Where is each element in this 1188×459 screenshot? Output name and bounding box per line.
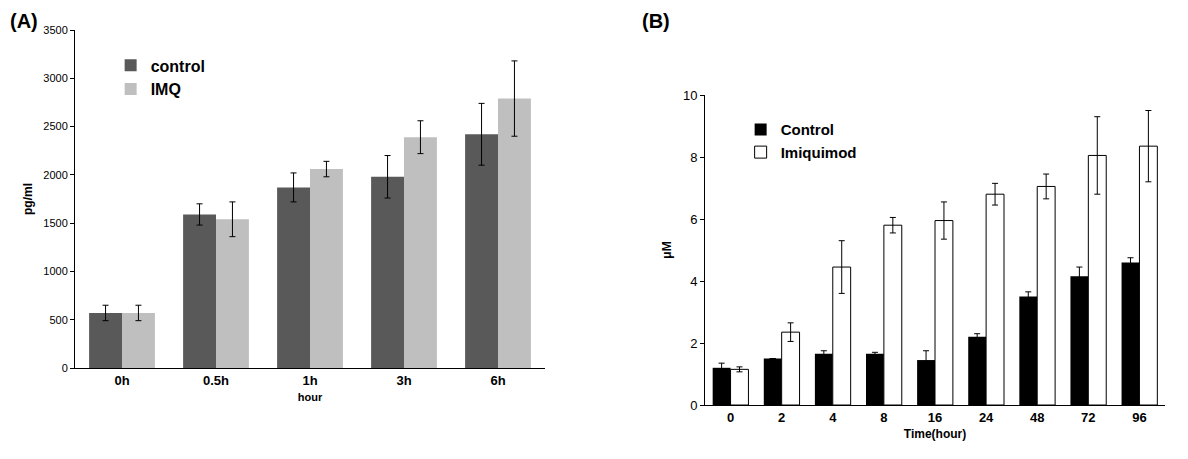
svg-text:3000: 3000 bbox=[43, 72, 67, 84]
svg-text:8: 8 bbox=[690, 150, 697, 165]
svg-text:1h: 1h bbox=[302, 373, 317, 388]
svg-text:μM: μM bbox=[660, 241, 674, 258]
svg-text:Time(hour): Time(hour) bbox=[904, 427, 966, 441]
svg-text:24: 24 bbox=[979, 410, 994, 425]
svg-text:6: 6 bbox=[690, 212, 697, 227]
svg-text:96: 96 bbox=[1132, 410, 1146, 425]
svg-text:3500: 3500 bbox=[43, 24, 67, 36]
svg-text:control: control bbox=[151, 58, 205, 75]
svg-text:0: 0 bbox=[62, 362, 68, 374]
svg-text:1500: 1500 bbox=[43, 217, 67, 229]
svg-text:1000: 1000 bbox=[43, 265, 67, 277]
svg-text:72: 72 bbox=[1081, 410, 1095, 425]
svg-text:8: 8 bbox=[880, 410, 887, 425]
svg-text:Control: Control bbox=[781, 121, 834, 138]
svg-text:0: 0 bbox=[727, 410, 734, 425]
svg-text:500: 500 bbox=[49, 314, 67, 326]
svg-text:48: 48 bbox=[1030, 410, 1044, 425]
svg-text:0.5h: 0.5h bbox=[203, 373, 229, 388]
svg-text:10: 10 bbox=[683, 88, 697, 103]
svg-text:2500: 2500 bbox=[43, 120, 67, 132]
svg-text:Imiquimod: Imiquimod bbox=[781, 144, 857, 161]
svg-text:6h: 6h bbox=[490, 373, 505, 388]
svg-text:0: 0 bbox=[690, 398, 697, 413]
svg-text:(B): (B) bbox=[642, 10, 670, 32]
svg-text:(A): (A) bbox=[10, 10, 38, 32]
svg-text:4: 4 bbox=[829, 410, 837, 425]
svg-text:2000: 2000 bbox=[43, 169, 67, 181]
svg-text:2: 2 bbox=[690, 336, 697, 351]
svg-text:hour: hour bbox=[298, 391, 323, 403]
svg-text:0h: 0h bbox=[114, 373, 129, 388]
svg-text:IMQ: IMQ bbox=[151, 81, 181, 98]
svg-text:2: 2 bbox=[778, 410, 785, 425]
svg-text:4: 4 bbox=[690, 274, 697, 289]
svg-text:16: 16 bbox=[928, 410, 942, 425]
svg-text:3h: 3h bbox=[396, 373, 411, 388]
svg-text:pg/ml: pg/ml bbox=[21, 183, 35, 215]
